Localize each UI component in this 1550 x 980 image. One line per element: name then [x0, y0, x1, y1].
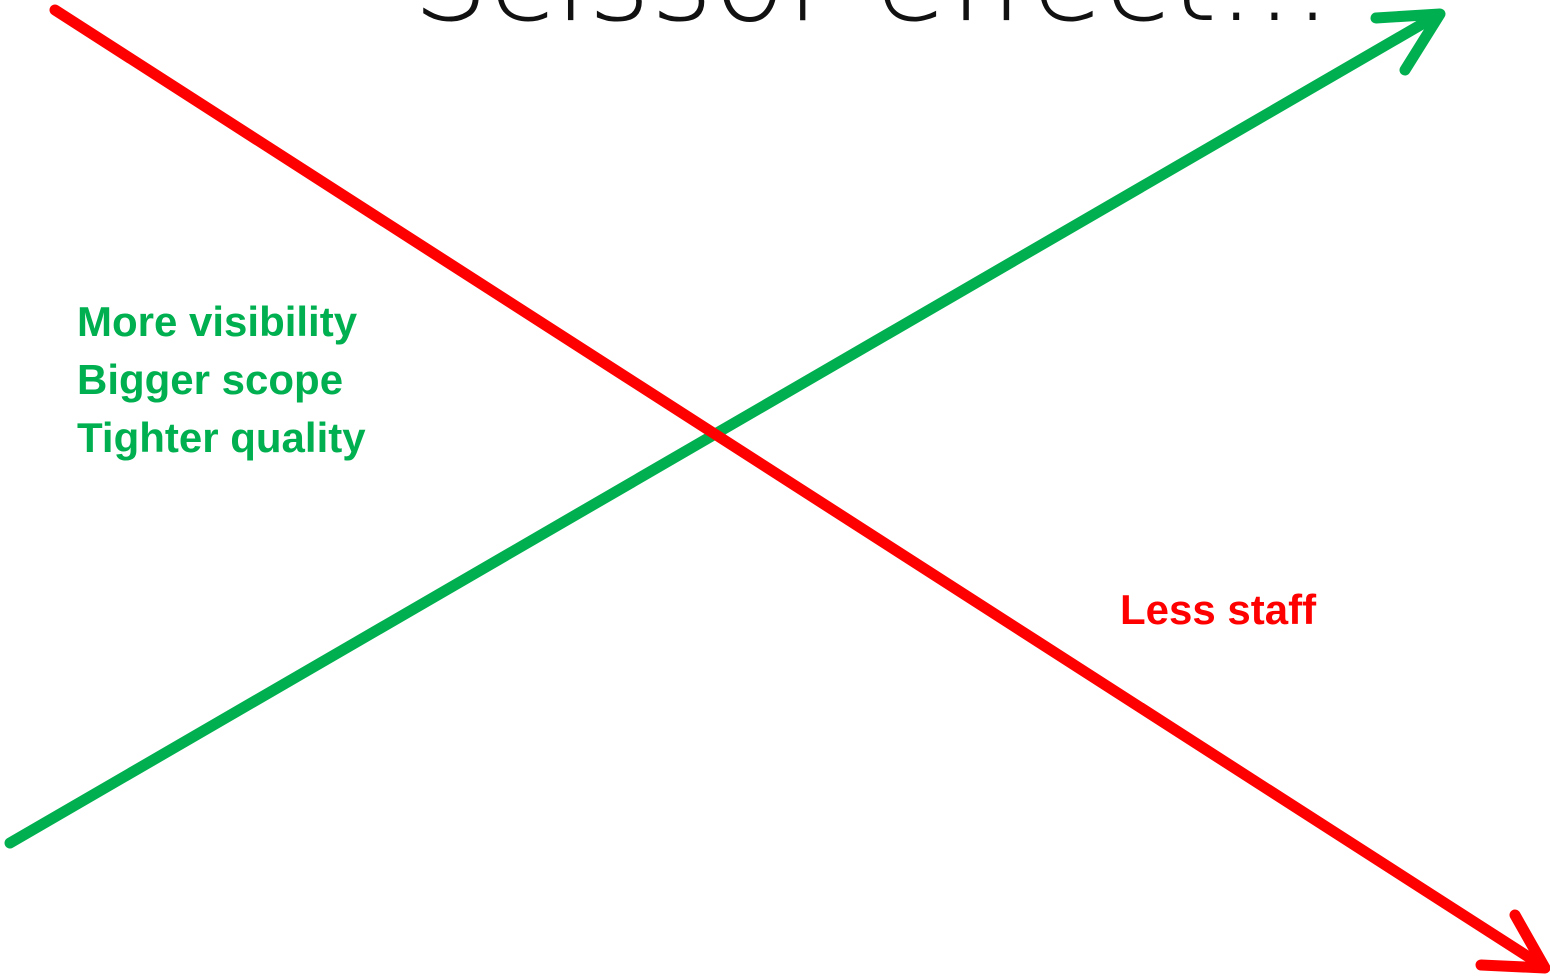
red-label: Less staff [1120, 586, 1317, 633]
red-arrow [49, 4, 1550, 974]
title: Scissor effect... [412, 0, 1331, 49]
green-label: Bigger scope [77, 356, 343, 403]
green-label: More visibility [77, 298, 358, 345]
green-label: Tighter quality [77, 414, 366, 461]
green-arrow [4, 8, 1446, 849]
